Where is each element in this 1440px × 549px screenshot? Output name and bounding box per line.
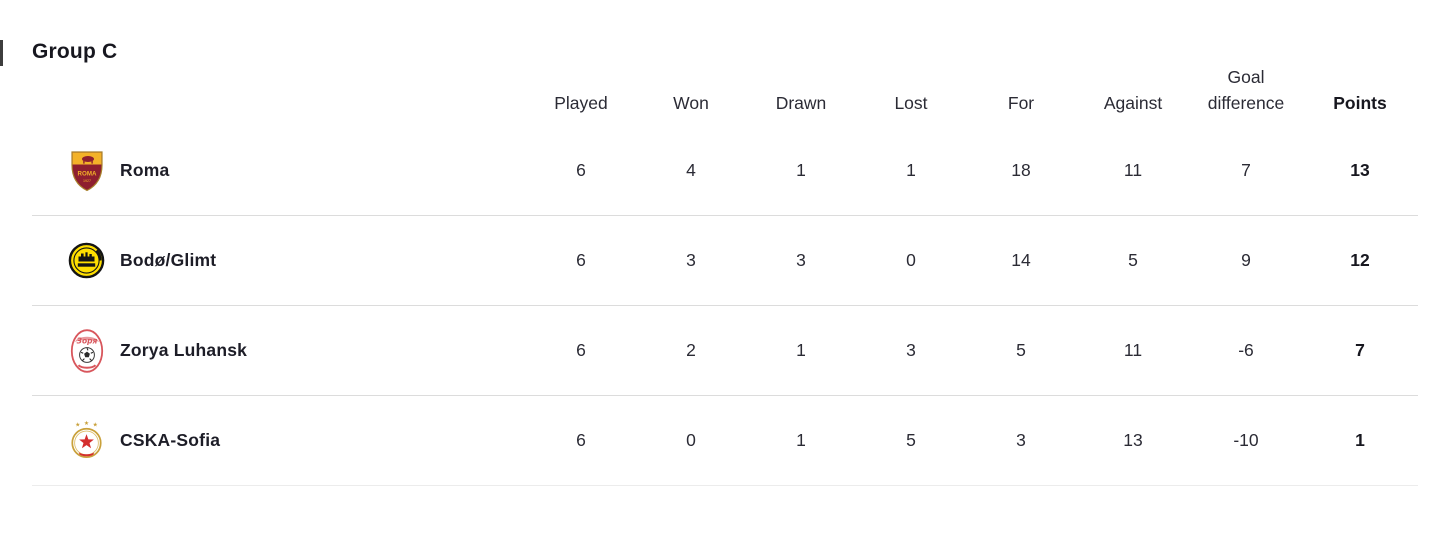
column-header-goal-difference: Goal difference [1207, 67, 1285, 114]
stat-against: 11 [1123, 160, 1143, 180]
table-row-bodo-glimt[interactable]: Bodø/Glimt 6 3 3 0 14 5 9 12 [32, 216, 1418, 306]
stat-drawn: 3 [796, 250, 806, 270]
stat-goal-difference: 7 [1241, 160, 1251, 180]
stat-lost: 0 [906, 250, 916, 270]
stat-played: 6 [576, 430, 586, 450]
team-name: Bodø/Glimt [120, 250, 217, 270]
standings-header-row: Played Won Drawn Lost For Against Goal d… [32, 64, 1418, 126]
stat-lost: 5 [906, 430, 916, 450]
stat-goal-difference: 9 [1241, 250, 1251, 270]
team-cell: Зоря Zorya Luhansk [32, 328, 526, 374]
stat-against: 11 [1123, 340, 1143, 360]
stat-won: 0 [686, 430, 696, 450]
column-header-won: Won [673, 93, 709, 114]
stat-drawn: 1 [796, 160, 806, 180]
svg-text:1927: 1927 [83, 179, 91, 183]
stat-drawn: 1 [796, 430, 806, 450]
svg-text:★: ★ [75, 421, 80, 428]
stat-for: 14 [1011, 250, 1031, 270]
column-header-lost: Lost [894, 93, 928, 114]
team-name: CSKA-Sofia [120, 430, 221, 450]
zorya-luhansk-crest-icon: Зоря [68, 328, 105, 374]
stat-points: 13 [1350, 160, 1370, 180]
team-cell: ★ ★ ★ CSKA-Sofia [32, 418, 526, 464]
roma-crest-icon: ROMA 1927 [68, 148, 105, 194]
team-cell: ROMA 1927 Roma [32, 148, 526, 194]
stat-won: 2 [686, 340, 696, 360]
stat-lost: 1 [906, 160, 916, 180]
svg-text:★: ★ [93, 421, 98, 428]
standings-table: Played Won Drawn Lost For Against Goal d… [32, 64, 1418, 486]
stat-against: 13 [1123, 430, 1143, 450]
stat-points: 1 [1355, 430, 1365, 450]
stat-points: 7 [1355, 340, 1365, 360]
cska-sofia-crest-icon: ★ ★ ★ [68, 418, 105, 464]
stat-won: 3 [686, 250, 696, 270]
stat-won: 4 [686, 160, 696, 180]
stat-for: 5 [1016, 340, 1026, 360]
stat-lost: 3 [906, 340, 916, 360]
stat-drawn: 1 [796, 340, 806, 360]
bodo-glimt-crest-icon [68, 238, 105, 284]
stat-against: 5 [1128, 250, 1138, 270]
stat-played: 6 [576, 160, 586, 180]
stat-for: 18 [1011, 160, 1031, 180]
svg-text:ROMA: ROMA [77, 170, 96, 177]
stat-goal-difference: -10 [1233, 430, 1259, 450]
stat-goal-difference: -6 [1238, 340, 1254, 360]
team-name: Roma [120, 160, 170, 180]
vertical-scrollbar-thumb[interactable] [0, 40, 3, 66]
column-header-drawn: Drawn [775, 93, 827, 114]
table-row-roma[interactable]: ROMA 1927 Roma 6 4 1 1 18 11 7 13 [32, 126, 1418, 216]
svg-text:★: ★ [84, 419, 89, 426]
stat-played: 6 [576, 250, 586, 270]
column-header-played: Played [554, 93, 608, 114]
column-header-points: Points [1333, 93, 1387, 114]
stat-for: 3 [1016, 430, 1026, 450]
svg-text:Зоря: Зоря [76, 336, 97, 345]
column-header-against: Against [1103, 93, 1163, 114]
team-name: Zorya Luhansk [120, 340, 248, 360]
stat-played: 6 [576, 340, 586, 360]
group-title: Group C [32, 40, 118, 63]
table-row-zorya-luhansk[interactable]: Зоря Zorya Luhansk 6 2 1 3 5 11 -6 7 [32, 306, 1418, 396]
team-cell: Bodø/Glimt [32, 238, 526, 284]
stat-points: 12 [1350, 250, 1370, 270]
column-header-for: For [1007, 93, 1035, 114]
table-row-cska-sofia[interactable]: ★ ★ ★ CSKA-Sofia 6 0 1 5 3 13 -10 1 [32, 396, 1418, 486]
